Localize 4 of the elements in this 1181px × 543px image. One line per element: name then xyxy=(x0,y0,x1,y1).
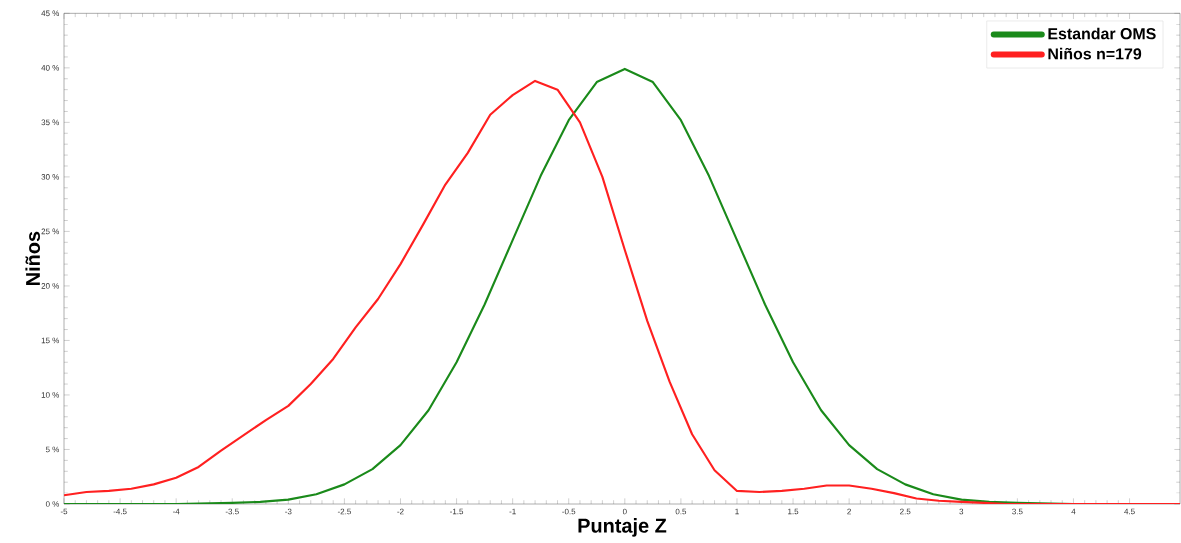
x-axis-title: Puntaje Z xyxy=(578,518,667,537)
legend-label: Niños n=179 xyxy=(1048,47,1142,60)
legend-label: Estandar OMS xyxy=(1048,27,1156,40)
y-axis-title: Niños xyxy=(25,231,41,286)
